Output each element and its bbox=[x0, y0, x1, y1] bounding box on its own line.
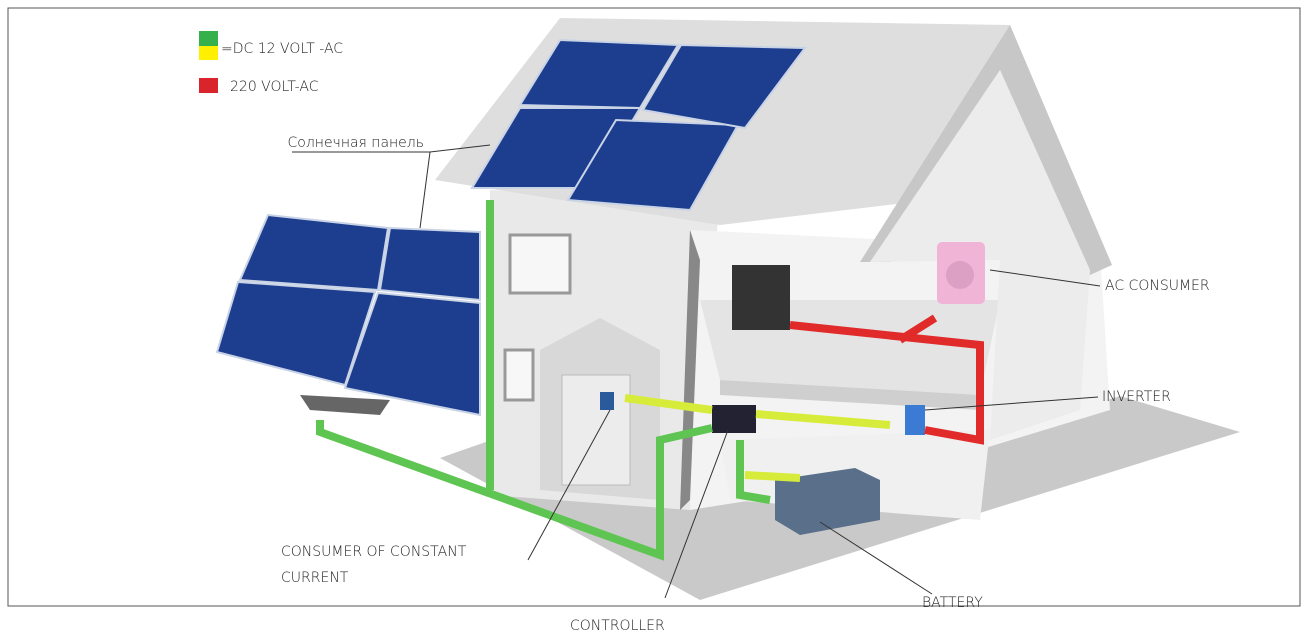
label: CONTROLLER bbox=[570, 618, 665, 633]
label: Солнечная панель bbox=[288, 135, 425, 151]
label: CURRENT bbox=[281, 570, 349, 586]
legend-label: 220 VOLT-AC bbox=[230, 79, 319, 95]
label: AC CONSUMER bbox=[1105, 278, 1210, 294]
label: INVERTER bbox=[1102, 389, 1171, 405]
legend-swatch bbox=[199, 78, 218, 93]
legend-swatch bbox=[199, 31, 218, 46]
diagram: =DC 12 VOLT -AC 220 VOLT-AC Солнечная па… bbox=[0, 0, 1309, 633]
legend-swatch bbox=[199, 46, 218, 60]
label: CONSUMER OF CONSTANT bbox=[281, 544, 467, 560]
legend-label: =DC 12 VOLT -AC bbox=[221, 41, 343, 57]
page: =DC 12 VOLT -AC 220 VOLT-AC Солнечная па… bbox=[0, 0, 1309, 633]
ground-panels bbox=[217, 215, 480, 415]
label: BATTERY bbox=[922, 595, 983, 611]
